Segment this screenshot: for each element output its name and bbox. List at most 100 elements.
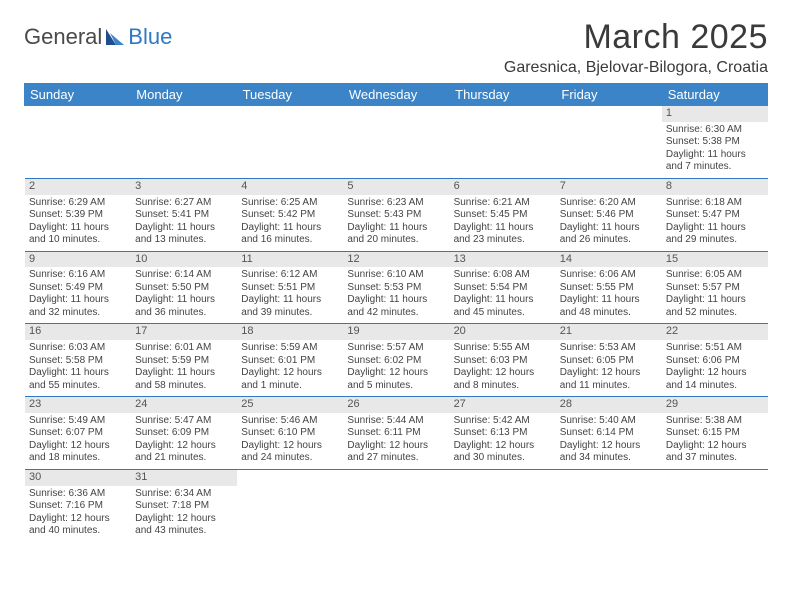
sunset-text: Sunset: 5:55 PM xyxy=(560,282,658,295)
day-number: 3 xyxy=(131,179,237,195)
day-cell: 22Sunrise: 5:51 AMSunset: 6:06 PMDayligh… xyxy=(662,324,768,396)
sunset-text: Sunset: 6:14 PM xyxy=(560,427,658,440)
sunrise-text: Sunrise: 5:38 AM xyxy=(666,415,764,428)
daylight-text: and 52 minutes. xyxy=(666,307,764,320)
daylight-text: and 20 minutes. xyxy=(347,234,445,247)
day-cell: 21Sunrise: 5:53 AMSunset: 6:05 PMDayligh… xyxy=(556,324,662,396)
logo-text-1: General xyxy=(24,24,102,50)
day-number: 22 xyxy=(662,324,768,340)
daylight-text: and 40 minutes. xyxy=(29,525,127,538)
sunset-text: Sunset: 6:10 PM xyxy=(241,427,339,440)
location-subtitle: Garesnica, Bjelovar-Bilogora, Croatia xyxy=(504,59,768,77)
page-header: General Blue March 2025 Garesnica, Bjelo… xyxy=(24,18,768,77)
sunrise-text: Sunrise: 6:14 AM xyxy=(135,269,233,282)
day-cell: 3Sunrise: 6:27 AMSunset: 5:41 PMDaylight… xyxy=(131,179,237,251)
daylight-text: and 30 minutes. xyxy=(454,452,552,465)
sunset-text: Sunset: 5:39 PM xyxy=(29,209,127,222)
sunrise-text: Sunrise: 6:25 AM xyxy=(241,197,339,210)
day-cell: 31Sunrise: 6:34 AMSunset: 7:18 PMDayligh… xyxy=(131,470,237,542)
daylight-text: Daylight: 11 hours xyxy=(454,222,552,235)
weekday-header-row: Sunday Monday Tuesday Wednesday Thursday… xyxy=(24,83,768,106)
day-number: 21 xyxy=(556,324,662,340)
sunrise-text: Sunrise: 6:20 AM xyxy=(560,197,658,210)
sunset-text: Sunset: 5:54 PM xyxy=(454,282,552,295)
daylight-text: and 27 minutes. xyxy=(347,452,445,465)
daylight-text: Daylight: 11 hours xyxy=(666,294,764,307)
sunrise-text: Sunrise: 5:44 AM xyxy=(347,415,445,428)
day-cell: 16Sunrise: 6:03 AMSunset: 5:58 PMDayligh… xyxy=(25,324,131,396)
daylight-text: Daylight: 11 hours xyxy=(347,222,445,235)
sunset-text: Sunset: 6:15 PM xyxy=(666,427,764,440)
week-row: 1Sunrise: 6:30 AMSunset: 5:38 PMDaylight… xyxy=(25,106,768,179)
daylight-text: Daylight: 12 hours xyxy=(454,367,552,380)
sunrise-text: Sunrise: 6:34 AM xyxy=(135,488,233,501)
day-number: 27 xyxy=(450,397,556,413)
daylight-text: Daylight: 12 hours xyxy=(241,440,339,453)
daylight-text: and 26 minutes. xyxy=(560,234,658,247)
day-number xyxy=(25,106,131,108)
weekday-header: Thursday xyxy=(449,83,555,106)
daylight-text: and 14 minutes. xyxy=(666,380,764,393)
day-cell xyxy=(237,470,343,542)
sunrise-text: Sunrise: 6:21 AM xyxy=(454,197,552,210)
week-row: 30Sunrise: 6:36 AMSunset: 7:16 PMDayligh… xyxy=(25,470,768,542)
week-row: 16Sunrise: 6:03 AMSunset: 5:58 PMDayligh… xyxy=(25,324,768,397)
day-number: 14 xyxy=(556,252,662,268)
calendar-body: 1Sunrise: 6:30 AMSunset: 5:38 PMDaylight… xyxy=(24,106,768,542)
daylight-text: Daylight: 12 hours xyxy=(666,367,764,380)
sunrise-text: Sunrise: 6:12 AM xyxy=(241,269,339,282)
day-cell xyxy=(450,470,556,542)
daylight-text: Daylight: 11 hours xyxy=(241,294,339,307)
sunset-text: Sunset: 5:38 PM xyxy=(666,136,764,149)
sunrise-text: Sunrise: 5:51 AM xyxy=(666,342,764,355)
day-number: 18 xyxy=(237,324,343,340)
sunset-text: Sunset: 6:01 PM xyxy=(241,355,339,368)
day-cell: 25Sunrise: 5:46 AMSunset: 6:10 PMDayligh… xyxy=(237,397,343,469)
daylight-text: and 43 minutes. xyxy=(135,525,233,538)
sunset-text: Sunset: 6:09 PM xyxy=(135,427,233,440)
day-number: 5 xyxy=(343,179,449,195)
day-number: 8 xyxy=(662,179,768,195)
sunrise-text: Sunrise: 5:57 AM xyxy=(347,342,445,355)
daylight-text: Daylight: 12 hours xyxy=(241,367,339,380)
day-number: 29 xyxy=(662,397,768,413)
sunrise-text: Sunrise: 6:23 AM xyxy=(347,197,445,210)
daylight-text: and 42 minutes. xyxy=(347,307,445,320)
daylight-text: Daylight: 12 hours xyxy=(454,440,552,453)
daylight-text: Daylight: 11 hours xyxy=(29,367,127,380)
week-row: 2Sunrise: 6:29 AMSunset: 5:39 PMDaylight… xyxy=(25,179,768,252)
day-cell: 2Sunrise: 6:29 AMSunset: 5:39 PMDaylight… xyxy=(25,179,131,251)
day-number xyxy=(450,470,556,472)
sunrise-text: Sunrise: 6:18 AM xyxy=(666,197,764,210)
daylight-text: Daylight: 11 hours xyxy=(29,222,127,235)
sunrise-text: Sunrise: 5:47 AM xyxy=(135,415,233,428)
week-row: 23Sunrise: 5:49 AMSunset: 6:07 PMDayligh… xyxy=(25,397,768,470)
day-number: 15 xyxy=(662,252,768,268)
sunset-text: Sunset: 5:57 PM xyxy=(666,282,764,295)
sunrise-text: Sunrise: 6:03 AM xyxy=(29,342,127,355)
weekday-header: Wednesday xyxy=(343,83,449,106)
sunset-text: Sunset: 5:49 PM xyxy=(29,282,127,295)
daylight-text: and 16 minutes. xyxy=(241,234,339,247)
sunrise-text: Sunrise: 6:05 AM xyxy=(666,269,764,282)
sunset-text: Sunset: 5:42 PM xyxy=(241,209,339,222)
sunrise-text: Sunrise: 6:08 AM xyxy=(454,269,552,282)
week-row: 9Sunrise: 6:16 AMSunset: 5:49 PMDaylight… xyxy=(25,252,768,325)
daylight-text: Daylight: 11 hours xyxy=(347,294,445,307)
daylight-text: Daylight: 12 hours xyxy=(347,440,445,453)
day-cell: 29Sunrise: 5:38 AMSunset: 6:15 PMDayligh… xyxy=(662,397,768,469)
sunset-text: Sunset: 5:51 PM xyxy=(241,282,339,295)
day-cell: 13Sunrise: 6:08 AMSunset: 5:54 PMDayligh… xyxy=(450,252,556,324)
day-number: 10 xyxy=(131,252,237,268)
day-cell: 24Sunrise: 5:47 AMSunset: 6:09 PMDayligh… xyxy=(131,397,237,469)
weekday-header: Sunday xyxy=(24,83,130,106)
sunset-text: Sunset: 5:59 PM xyxy=(135,355,233,368)
daylight-text: Daylight: 12 hours xyxy=(29,440,127,453)
sunrise-text: Sunrise: 6:16 AM xyxy=(29,269,127,282)
sunset-text: Sunset: 6:13 PM xyxy=(454,427,552,440)
day-number xyxy=(343,470,449,472)
day-cell: 26Sunrise: 5:44 AMSunset: 6:11 PMDayligh… xyxy=(343,397,449,469)
title-block: March 2025 Garesnica, Bjelovar-Bilogora,… xyxy=(504,18,768,77)
day-cell xyxy=(556,470,662,542)
daylight-text: Daylight: 11 hours xyxy=(454,294,552,307)
